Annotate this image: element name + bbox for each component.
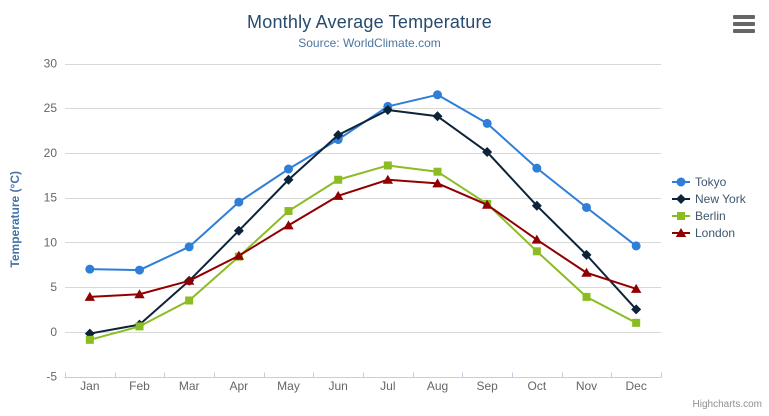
y-axis-label-10: 10	[44, 235, 58, 249]
legend-label-tokyo: Tokyo	[695, 175, 727, 189]
series-line-new-york	[88, 109, 638, 335]
context-menu-button[interactable]	[729, 12, 759, 36]
point-london-oct[interactable]	[531, 234, 543, 244]
legend-label-london: London	[695, 226, 736, 240]
point-new-york-jun[interactable]	[333, 130, 344, 141]
point-new-york-dec[interactable]	[631, 304, 642, 315]
y-axis-label-25: 25	[44, 101, 58, 115]
point-tokyo-jan[interactable]	[85, 264, 95, 274]
point-london-sep[interactable]	[481, 199, 493, 209]
x-axis-label-aug: Aug	[427, 379, 448, 393]
x-axis-label-dec: Dec	[625, 379, 646, 393]
point-tokyo-oct[interactable]	[532, 163, 542, 173]
legend-symbol-new-york	[676, 194, 686, 204]
legend-symbol-london	[675, 228, 687, 237]
x-axis-label-sep: Sep	[476, 379, 498, 393]
y-axis-label-0: 0	[50, 325, 57, 339]
y-axis-label-5: 5	[50, 280, 57, 294]
point-london-jul[interactable]	[382, 174, 394, 184]
x-axis-label-nov: Nov	[576, 379, 597, 393]
x-axis-label-jun: Jun	[328, 379, 347, 393]
point-new-york-apr[interactable]	[233, 225, 244, 236]
point-berlin-aug[interactable]	[433, 167, 442, 176]
x-axis-label-jan: Jan	[80, 379, 99, 393]
legend-symbol-berlin	[677, 212, 685, 220]
point-berlin-nov[interactable]	[582, 292, 591, 301]
y-axis-label-20: 20	[44, 146, 58, 160]
y-axis-title: Temperature (°C)	[8, 63, 22, 376]
point-tokyo-feb[interactable]	[135, 265, 144, 275]
point-berlin-jun[interactable]	[334, 175, 343, 184]
point-berlin-jul[interactable]	[383, 161, 392, 170]
x-axis-label-apr: Apr	[229, 379, 248, 393]
point-berlin-oct[interactable]	[532, 247, 541, 256]
y-axis-title-text: Temperature (°C)	[8, 171, 22, 268]
legend-symbol-tokyo	[676, 177, 686, 187]
point-berlin-jan[interactable]	[85, 335, 94, 344]
point-tokyo-sep[interactable]	[482, 118, 492, 128]
point-london-nov[interactable]	[581, 267, 592, 277]
point-new-york-nov[interactable]	[581, 249, 592, 260]
point-tokyo-dec[interactable]	[631, 241, 641, 251]
point-london-feb[interactable]	[134, 289, 145, 299]
x-axis-label-may: May	[277, 379, 300, 393]
legend-marker-tokyo	[672, 177, 690, 187]
legend-marker-london	[672, 228, 690, 237]
point-tokyo-nov[interactable]	[582, 202, 591, 212]
point-london-jan[interactable]	[84, 291, 96, 301]
x-axis-label-oct: Oct	[527, 379, 546, 393]
legend-item-tokyo[interactable]: Tokyo	[672, 175, 746, 189]
series-line-berlin	[88, 164, 638, 341]
y-axis-label-30: 30	[44, 57, 58, 71]
point-new-york-may[interactable]	[283, 174, 294, 185]
point-london-jun[interactable]	[332, 190, 344, 200]
series-line-london	[88, 178, 638, 298]
legend: Tokyo New York Berlin London	[672, 175, 746, 244]
legend-item-new-york[interactable]: New York	[672, 192, 746, 206]
point-tokyo-mar[interactable]	[184, 242, 194, 252]
point-new-york-sep[interactable]	[482, 147, 493, 158]
x-axis-label-mar: Mar	[179, 379, 200, 393]
hamburger-menu-icon	[732, 15, 756, 33]
chart-subtitle: Source: WorldClimate.com	[298, 36, 441, 50]
chart-title: Monthly Average Temperature	[247, 12, 492, 32]
point-london-dec[interactable]	[630, 283, 642, 293]
x-axis-label-jul: Jul	[380, 379, 395, 393]
point-new-york-aug[interactable]	[432, 111, 443, 122]
point-tokyo-aug[interactable]	[433, 90, 442, 100]
legend-label-berlin: Berlin	[695, 209, 726, 223]
series-line-tokyo	[88, 93, 638, 272]
y-axis-label-15: 15	[44, 191, 58, 205]
credits-link[interactable]: Highcharts.com	[692, 399, 762, 410]
point-berlin-feb[interactable]	[135, 322, 144, 331]
point-london-may[interactable]	[283, 220, 294, 230]
point-tokyo-may[interactable]	[284, 164, 293, 174]
legend-item-berlin[interactable]: Berlin	[672, 209, 746, 223]
legend-item-london[interactable]: London	[672, 226, 746, 240]
point-berlin-dec[interactable]	[632, 318, 641, 327]
legend-marker-berlin	[672, 212, 690, 220]
legend-marker-new-york	[672, 194, 690, 204]
point-new-york-oct[interactable]	[531, 200, 542, 211]
point-london-apr[interactable]	[233, 250, 245, 260]
y-axis-label--5: -5	[46, 370, 57, 384]
point-new-york-jul[interactable]	[382, 105, 393, 116]
point-london-aug[interactable]	[432, 178, 443, 188]
point-london-mar[interactable]	[183, 275, 195, 285]
point-berlin-may[interactable]	[284, 207, 293, 216]
x-axis-label-feb: Feb	[129, 379, 150, 393]
point-berlin-mar[interactable]	[185, 296, 194, 305]
point-tokyo-apr[interactable]	[234, 197, 244, 207]
legend-label-new-york: New York	[695, 192, 746, 206]
